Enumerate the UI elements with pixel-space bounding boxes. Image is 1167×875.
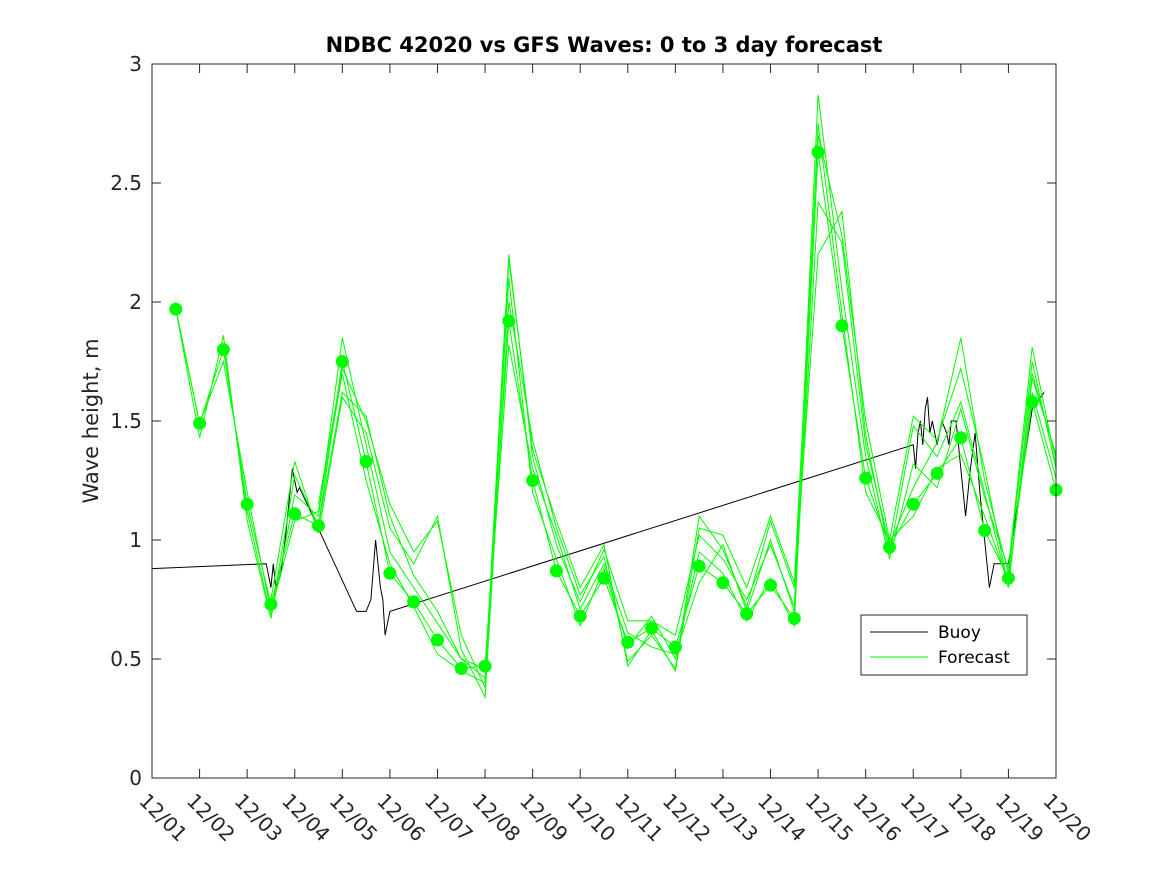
y-tick-label: 1.5 bbox=[110, 409, 142, 433]
forecast-marker bbox=[787, 612, 801, 625]
forecast-marker bbox=[930, 466, 944, 480]
forecast-marker bbox=[240, 497, 254, 511]
forecast-marker bbox=[883, 540, 896, 554]
forecast-marker bbox=[264, 597, 278, 611]
chart-title: NDBC 42020 vs GFS Waves: 0 to 3 day fore… bbox=[326, 33, 883, 57]
forecast-marker bbox=[716, 576, 730, 590]
forecast-marker bbox=[312, 519, 325, 533]
forecast-marker bbox=[835, 319, 849, 333]
forecast-marker bbox=[954, 431, 968, 445]
y-tick-label: 2.5 bbox=[110, 171, 142, 195]
forecast-marker bbox=[169, 302, 183, 316]
y-axis-label: Wave height, m bbox=[79, 338, 103, 503]
forecast-marker bbox=[1025, 395, 1039, 409]
forecast-marker bbox=[216, 343, 230, 357]
forecast-marker bbox=[859, 471, 873, 485]
legend-forecast-label: Forecast bbox=[938, 648, 1010, 668]
forecast-series-line-5 bbox=[270, 209, 1057, 699]
forecast-marker bbox=[335, 355, 349, 368]
forecast-series-line-6 bbox=[318, 135, 1057, 688]
forecast-marker bbox=[645, 621, 659, 635]
forecast-marker bbox=[906, 497, 920, 511]
forecast-marker bbox=[526, 474, 540, 487]
forecast-marker bbox=[288, 507, 302, 521]
forecast-marker bbox=[1001, 571, 1015, 585]
forecast-marker bbox=[549, 564, 563, 578]
forecast-marker bbox=[478, 659, 492, 673]
forecast-marker bbox=[573, 609, 587, 623]
forecast-marker bbox=[978, 524, 992, 537]
forecast-marker bbox=[359, 455, 373, 468]
forecast-marker bbox=[193, 416, 207, 430]
forecast-marker bbox=[431, 633, 444, 647]
forecast-marker bbox=[692, 559, 706, 573]
forecast-marker bbox=[454, 662, 468, 675]
forecast-marker bbox=[383, 566, 397, 580]
forecast-marker bbox=[407, 595, 421, 609]
y-tick-label: 0.5 bbox=[110, 647, 142, 671]
forecast-marker bbox=[811, 145, 825, 159]
legend: Buoy Forecast bbox=[860, 614, 1028, 676]
y-tick-label: 2 bbox=[129, 290, 142, 314]
forecast-marker bbox=[764, 578, 777, 592]
y-tick-label: 1 bbox=[129, 528, 142, 552]
forecast-marker bbox=[740, 607, 754, 621]
y-tick-label: 3 bbox=[129, 52, 142, 76]
legend-buoy-label: Buoy bbox=[938, 623, 981, 643]
forecast-marker bbox=[668, 640, 682, 654]
plot-area bbox=[151, 94, 1063, 699]
forecast-marker bbox=[502, 314, 516, 328]
forecast-marker bbox=[621, 635, 635, 649]
legend-box bbox=[860, 614, 1028, 676]
y-tick-label: 0 bbox=[129, 766, 142, 790]
forecast-marker bbox=[597, 571, 611, 585]
